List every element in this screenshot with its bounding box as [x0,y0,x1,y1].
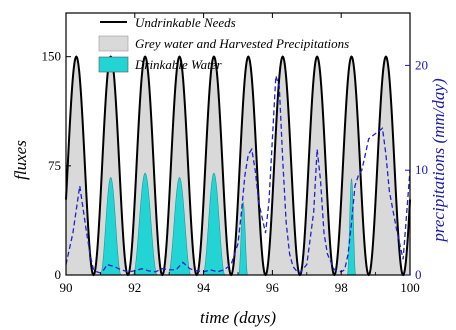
legend-label-undrinkable: Undrinkable Needs [135,15,236,30]
legend-label-drinkable: Drinkable Water [134,57,222,72]
plot-layers [65,55,411,277]
y2-tick-label: 0 [415,267,422,282]
y-axis-title: fluxes [11,140,30,180]
y-tick-label: 75 [48,158,61,173]
x-axis-title: time (days) [200,308,276,327]
legend-swatch-drinkable [98,56,129,73]
x-tick-label: 96 [266,280,280,295]
y2-tick-label: 10 [415,162,428,177]
drinkable-water-area [167,177,192,276]
legend-label-grey: Grey water and Harvested Precipitations [135,36,349,51]
x-tick-label: 92 [128,280,141,295]
drinkable-water-area [238,201,249,276]
grey-water-area [66,56,410,275]
drinkable-water-area [99,177,122,276]
x-tick-label: 94 [197,280,211,295]
y2-tick-label: 20 [415,57,428,72]
y-tick-label: 150 [42,49,62,64]
precipitation-line [65,75,411,274]
legend: Undrinkable Needs Grey water and Harvest… [98,15,349,73]
drinkable-water-area [132,172,158,276]
x-tick-label: 98 [335,280,348,295]
x-tick-label: 100 [400,280,420,295]
drinkable-water-area [202,172,226,276]
undrinkable-needs-line [65,55,411,277]
y-tick-label: 0 [55,267,62,282]
x-tick-label: 90 [60,280,73,295]
y2-axis-title: precipitations (mm/day) [429,78,448,243]
legend-swatch-grey [98,35,129,52]
